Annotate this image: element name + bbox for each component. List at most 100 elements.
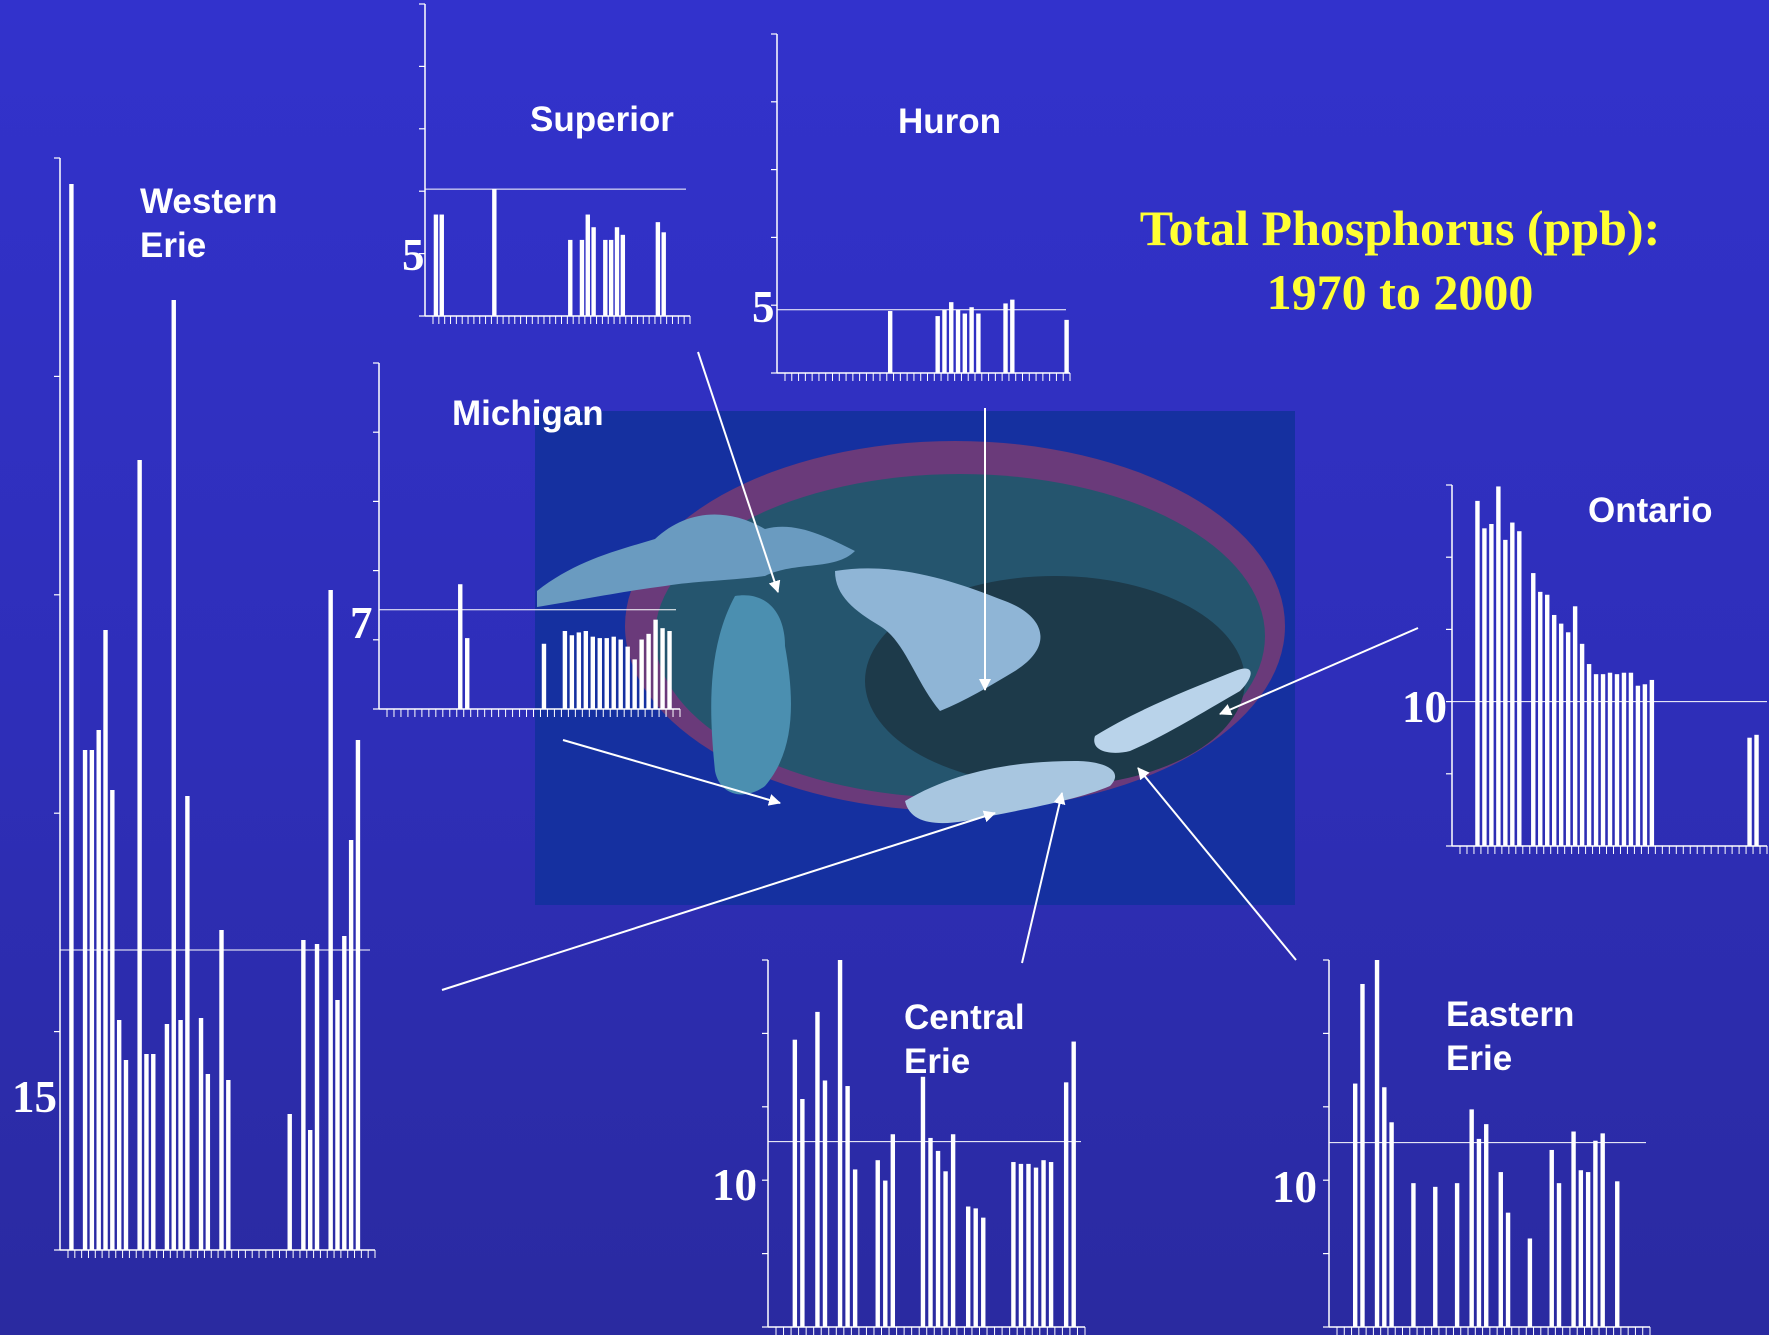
- michigan-bar: [576, 632, 582, 709]
- western-erie-bar: [178, 1020, 183, 1250]
- reference-label: 10: [1272, 1162, 1317, 1212]
- ontario-bar: [1482, 528, 1487, 846]
- central-erie-bar: [1041, 1160, 1046, 1327]
- eastern-erie-bar: [1505, 1212, 1511, 1327]
- superior-bar: [439, 214, 444, 316]
- reference-label: 5: [402, 230, 425, 280]
- title-line-2: 1970 to 2000: [1266, 264, 1534, 320]
- western-erie-bar: [198, 1018, 204, 1250]
- central-erie-bar: [1026, 1163, 1031, 1327]
- huron-chart: 5 Huron: [752, 33, 1071, 381]
- superior-bar: [603, 239, 608, 316]
- central-erie-bar: [965, 1206, 971, 1327]
- western-erie-bar: [116, 1020, 122, 1250]
- ontario-bar: [1754, 734, 1759, 846]
- central-erie-bar: [1063, 1082, 1069, 1327]
- huron-bar: [976, 313, 981, 373]
- ontario-bar: [1496, 486, 1501, 846]
- eastern-erie-bar: [1476, 1138, 1482, 1327]
- ontario-bar: [1565, 632, 1571, 846]
- lake-michigan-shape: [711, 595, 791, 795]
- western-erie-bar: [103, 630, 108, 1250]
- central-erie-bar: [815, 1011, 820, 1327]
- eastern-erie-bar: [1454, 1183, 1460, 1327]
- arrow-central-erie: [1021, 792, 1066, 964]
- ontario-bar: [1642, 684, 1648, 846]
- michigan-bar: [604, 638, 609, 709]
- michigan-bar: [562, 631, 568, 709]
- arrow-eastern-erie: [1137, 767, 1297, 961]
- lake-name-label: Western: [140, 182, 277, 221]
- lake-name-label: Michigan: [452, 394, 604, 433]
- western-erie-bar: [137, 460, 142, 1250]
- ontario-bar: [1593, 674, 1599, 846]
- michigan-bar: [611, 636, 616, 709]
- lake-ontario-shape: [1094, 668, 1251, 753]
- western-erie-bar: [342, 936, 347, 1250]
- central-erie-bar: [950, 1134, 956, 1327]
- lake-name-label: Central: [904, 998, 1025, 1037]
- ontario-bar: [1510, 522, 1515, 846]
- michigan-bar: [639, 639, 644, 709]
- michigan-bar: [660, 628, 665, 709]
- lake-name-label: Erie: [1446, 1039, 1512, 1078]
- central-erie-bar: [928, 1137, 933, 1327]
- ontario-bar: [1747, 737, 1752, 846]
- ontario-bar: [1586, 664, 1592, 846]
- eastern-erie-bar: [1593, 1140, 1598, 1327]
- lake-name-label: Eastern: [1446, 995, 1574, 1034]
- western-erie-bar: [219, 930, 224, 1250]
- arrow-western-erie: [441, 810, 996, 991]
- eastern-erie-bar: [1527, 1238, 1533, 1327]
- superior-bar: [568, 239, 573, 316]
- lake-name-label: Erie: [904, 1042, 970, 1081]
- central-erie-bar: [800, 1099, 805, 1327]
- central-erie-bar: [837, 960, 843, 1327]
- eastern-erie-bar: [1411, 1183, 1416, 1327]
- western-erie-bar: [96, 730, 101, 1250]
- lake-name-label: Superior: [530, 100, 674, 139]
- huron-bar: [1064, 319, 1069, 373]
- huron-bar: [955, 309, 961, 373]
- great-lakes-map: [535, 411, 1295, 905]
- central-erie-bar: [973, 1208, 978, 1327]
- michigan-bar: [597, 638, 602, 709]
- eastern-erie-bar: [1556, 1183, 1562, 1327]
- western-erie-bar: [185, 796, 190, 1250]
- eastern-erie-bar: [1382, 1087, 1387, 1327]
- central-erie-bar: [1018, 1163, 1024, 1327]
- ontario-bar: [1621, 672, 1627, 846]
- central-erie-bar: [890, 1134, 896, 1327]
- western-erie-bar: [314, 944, 320, 1250]
- western-erie-bar: [151, 1054, 156, 1250]
- ontario-bar: [1489, 523, 1494, 846]
- superior-bar: [620, 234, 626, 316]
- central-erie-bar: [935, 1150, 941, 1327]
- central-erie-bar: [943, 1171, 948, 1327]
- western-erie-bar: [123, 1060, 129, 1250]
- central-erie-chart: 10 Central Erie: [712, 959, 1086, 1335]
- central-erie-bar: [920, 1076, 926, 1327]
- central-erie-bar: [822, 1080, 828, 1327]
- huron-bar: [969, 307, 974, 373]
- western-erie-bar: [69, 184, 74, 1250]
- central-erie-bar: [1033, 1167, 1039, 1327]
- central-erie-bar: [875, 1160, 880, 1327]
- superior-bar: [614, 227, 620, 316]
- superior-bar: [579, 239, 585, 316]
- huron-bar: [1003, 303, 1008, 373]
- chart-title: Total Phosphorus (ppb): 1970 to 2000: [1080, 196, 1720, 324]
- ontario-bar: [1531, 573, 1536, 846]
- title-line-1: Total Phosphorus (ppb):: [1139, 200, 1661, 256]
- michigan-bar: [465, 638, 470, 709]
- western-erie-bar: [355, 740, 361, 1250]
- michigan-bar: [632, 659, 637, 709]
- michigan-bar: [653, 619, 658, 709]
- huron-bar: [887, 311, 893, 373]
- michigan-bar: [625, 646, 630, 709]
- huron-bar: [942, 309, 947, 373]
- eastern-erie-bar: [1433, 1186, 1438, 1327]
- ontario-bar: [1545, 594, 1550, 846]
- ontario-bar: [1628, 672, 1634, 846]
- ontario-bar: [1607, 672, 1613, 846]
